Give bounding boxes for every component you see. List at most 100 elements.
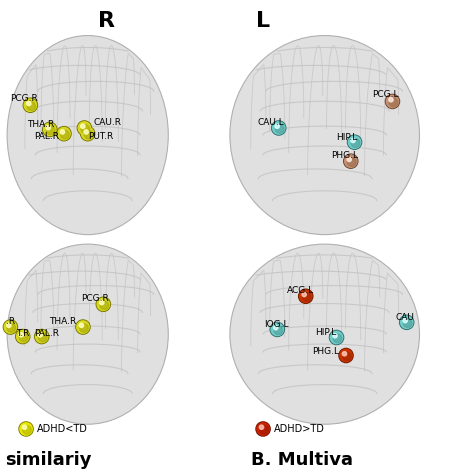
Circle shape [79,323,83,328]
Circle shape [403,319,412,328]
Circle shape [44,123,56,136]
Ellipse shape [230,36,419,235]
Circle shape [58,128,70,140]
Circle shape [35,329,49,344]
Text: PHG.L: PHG.L [331,151,358,160]
Circle shape [270,322,284,337]
Circle shape [389,98,398,107]
Circle shape [271,323,283,336]
Text: PAL.R: PAL.R [34,132,59,141]
Circle shape [100,301,109,310]
Text: PCG.R: PCG.R [10,94,38,103]
Circle shape [347,135,362,149]
Circle shape [80,324,88,332]
Text: B. Multiva: B. Multiva [251,451,353,469]
Circle shape [60,130,64,134]
Circle shape [81,127,95,141]
Text: THA.R: THA.R [49,317,76,326]
Circle shape [36,330,48,343]
Circle shape [345,155,357,167]
Circle shape [333,334,337,338]
Circle shape [351,138,355,143]
Circle shape [76,320,90,334]
Circle shape [46,126,55,135]
Text: ACG.L: ACG.L [287,286,314,294]
Circle shape [43,122,57,137]
Circle shape [22,425,27,429]
Circle shape [272,121,286,135]
Circle shape [385,94,400,109]
Circle shape [19,333,23,337]
Circle shape [330,331,343,344]
Circle shape [24,99,36,111]
Circle shape [274,326,283,335]
Circle shape [20,423,32,435]
Circle shape [400,315,414,329]
Circle shape [351,139,360,147]
Circle shape [260,426,268,434]
Circle shape [273,326,278,330]
Circle shape [302,293,311,301]
Circle shape [77,121,91,135]
Circle shape [61,130,69,139]
Circle shape [81,124,85,128]
Ellipse shape [7,244,168,424]
Circle shape [344,154,358,168]
Circle shape [340,349,352,362]
Circle shape [257,423,269,435]
Circle shape [259,425,264,429]
Circle shape [46,126,50,130]
Text: T.R: T.R [16,329,29,337]
Circle shape [347,157,351,162]
Text: R: R [98,11,115,31]
Circle shape [339,348,353,363]
Text: PCG.R: PCG.R [81,294,109,303]
Circle shape [386,95,399,108]
Circle shape [27,102,36,110]
Circle shape [300,290,312,302]
Circle shape [343,352,351,361]
Circle shape [16,329,30,344]
Circle shape [7,323,11,328]
Circle shape [4,321,17,333]
Text: ADHD>TD: ADHD>TD [274,424,325,434]
Circle shape [38,333,47,342]
Text: CAU: CAU [396,313,415,322]
Circle shape [57,127,71,141]
Text: PCG.L: PCG.L [372,91,398,99]
Circle shape [97,298,109,310]
Text: .R: .R [6,317,15,326]
Circle shape [401,316,413,328]
Circle shape [19,422,33,436]
Circle shape [256,422,270,436]
Text: ADHD<TD: ADHD<TD [37,424,88,434]
Circle shape [275,125,284,133]
Circle shape [78,122,91,134]
Text: HIP.L: HIP.L [315,328,337,337]
Circle shape [17,330,29,343]
Circle shape [302,292,306,297]
Circle shape [38,333,42,337]
Circle shape [81,125,90,133]
Circle shape [77,321,89,333]
Circle shape [7,324,16,332]
Circle shape [27,101,31,106]
Circle shape [84,130,88,134]
Circle shape [82,128,94,140]
Text: similariy: similariy [5,451,91,469]
Text: CAU.R: CAU.R [94,118,122,127]
Text: CAU.L: CAU.L [258,118,284,127]
Circle shape [100,301,104,305]
Text: L: L [256,11,270,31]
Circle shape [299,289,313,303]
Text: HIP.L: HIP.L [337,133,358,142]
Text: THA.R: THA.R [27,120,55,129]
Circle shape [96,297,110,311]
Circle shape [329,330,344,345]
Circle shape [3,320,18,334]
Text: PHG.L: PHG.L [312,347,339,356]
Circle shape [23,426,31,434]
Circle shape [403,319,407,323]
Circle shape [348,136,361,148]
Circle shape [333,334,342,343]
